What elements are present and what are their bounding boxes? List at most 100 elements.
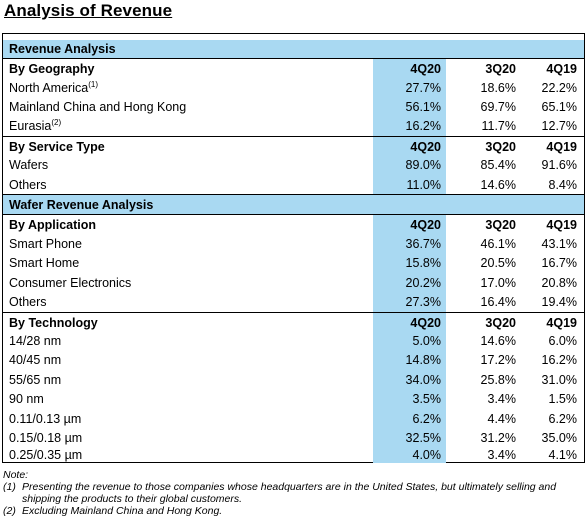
cell-3q20: 16.4% (480, 295, 516, 309)
row-label: Eurasia(2) (9, 117, 62, 133)
current-quarter-highlight (373, 58, 446, 463)
table-row: Wafers 89.0% 85.4% 91.6% (3, 155, 584, 175)
cell-3q20: 20.5% (480, 256, 516, 270)
cell-4q20: 34.0% (405, 372, 441, 387)
table-row: Smart Phone 36.7% 46.1% 43.1% (3, 234, 584, 253)
cell-4q20: 11.0% (406, 177, 441, 192)
group-header-application: By Application 4Q20 3Q20 4Q19 (3, 214, 584, 235)
cell-4q19: 65.1% (541, 99, 577, 114)
cell-4q20: 32.5% (405, 430, 441, 445)
cell-4q20: 4.0% (412, 448, 442, 462)
column-header-3q20: 3Q20 (485, 218, 516, 232)
table-row: 14/28 nm 5.0% 14.6% 6.0% (3, 331, 584, 350)
table-row: 0.11/0.13 µm 6.2% 4.4% 6.2% (3, 409, 584, 428)
footnote-key: (2) (3, 505, 16, 517)
table-row: Consumer Electronics 20.2% 17.0% 20.8% (3, 273, 584, 292)
cell-3q20: 4.4% (487, 411, 517, 426)
group-title: By Service Type (9, 139, 105, 154)
cell-4q19: 6.0% (548, 333, 578, 348)
row-label: Others (9, 177, 47, 192)
row-label: North America(1) (9, 79, 98, 95)
cell-4q20: 27.7% (405, 80, 441, 95)
row-label: 14/28 nm (9, 333, 62, 348)
cell-3q20: 31.2% (480, 430, 516, 445)
cell-4q19: 91.6% (541, 158, 577, 172)
table-row: 40/45 nm 14.8% 17.2% 16.2% (3, 350, 584, 370)
cell-3q20: 14.6% (480, 177, 516, 192)
table-row: 0.25/0.35 µm 4.0% 3.4% 4.1% (3, 447, 584, 463)
section-header-revenue-analysis: Revenue Analysis (3, 40, 584, 58)
column-header-3q20: 3Q20 (485, 139, 516, 154)
table-row: North America(1) 27.7% 18.6% 22.2% (3, 78, 584, 97)
column-header-3q20: 3Q20 (485, 315, 516, 330)
footnotes: Note: (1) Presenting the revenue to thos… (3, 469, 582, 517)
cell-3q20: 25.8% (480, 372, 516, 387)
cell-4q20: 14.8% (405, 353, 441, 367)
cell-3q20: 14.6% (480, 333, 516, 348)
column-header-4q19: 4Q19 (546, 139, 577, 154)
row-label: Wafers (9, 158, 49, 172)
footnote-key: (1) (3, 481, 16, 493)
cell-4q20: 6.2% (412, 411, 442, 426)
cell-3q20: 11.7% (481, 119, 516, 133)
cell-4q20: 15.8% (405, 256, 441, 270)
column-header-4q20: 4Q20 (410, 62, 441, 76)
cell-3q20: 69.7% (480, 99, 516, 114)
footnote-text: Excluding Mainland China and Hong Kong. (22, 505, 223, 517)
column-header-4q19: 4Q19 (546, 218, 577, 232)
column-header-4q20: 4Q20 (410, 218, 441, 232)
cell-4q20: 56.1% (405, 99, 441, 114)
column-header-4q20: 4Q20 (410, 315, 441, 330)
row-label: Smart Phone (9, 236, 82, 251)
group-header-geography: By Geography 4Q20 3Q20 4Q19 (3, 58, 584, 79)
cell-4q19: 35.0% (541, 430, 577, 445)
cell-4q19: 43.1% (541, 236, 577, 251)
cell-4q19: 4.1% (548, 448, 578, 462)
column-header-4q19: 4Q19 (546, 62, 577, 76)
section-title: Revenue Analysis (9, 42, 116, 56)
row-label: Smart Home (9, 256, 80, 270)
cell-3q20: 18.6% (480, 80, 516, 95)
column-header-4q20: 4Q20 (410, 139, 441, 154)
table-row: Eurasia(2) 16.2% 11.7% 12.7% (3, 116, 584, 136)
cell-3q20: 46.1% (480, 236, 516, 251)
group-title: By Application (9, 218, 97, 232)
cell-3q20: 17.2% (480, 353, 516, 367)
row-label: Mainland China and Hong Kong (9, 99, 187, 114)
group-title: By Geography (9, 62, 95, 76)
cell-4q20: 5.0% (412, 333, 442, 348)
cell-3q20: 17.0% (480, 275, 516, 290)
group-header-technology: By Technology 4Q20 3Q20 4Q19 (3, 312, 584, 332)
cell-3q20: 3.4% (487, 392, 517, 406)
table-row: Mainland China and Hong Kong 56.1% 69.7%… (3, 97, 584, 116)
row-label: Others (9, 295, 47, 309)
table-row: 0.15/0.18 µm 32.5% 31.2% 35.0% (3, 428, 584, 447)
row-label: Consumer Electronics (9, 275, 132, 290)
cell-4q20: 36.7% (405, 236, 441, 251)
row-label: 0.15/0.18 µm (9, 430, 83, 445)
footnote-2: (2) Excluding Mainland China and Hong Ko… (3, 505, 582, 517)
row-label: 0.11/0.13 µm (9, 411, 82, 426)
revenue-table: Revenue Analysis By Geography 4Q20 3Q20 … (2, 33, 585, 463)
cell-4q20: 3.5% (412, 392, 442, 406)
cell-4q19: 16.2% (541, 353, 577, 367)
row-label: 90 nm (9, 392, 44, 406)
row-label: 0.25/0.35 µm (9, 448, 83, 462)
cell-4q19: 20.8% (541, 275, 577, 290)
cell-4q20: 89.0% (405, 158, 441, 172)
table-row: Others 11.0% 14.6% 8.4% (3, 175, 584, 194)
notes-heading: Note: (3, 469, 29, 481)
cell-3q20: 85.4% (480, 158, 516, 172)
row-label: 55/65 nm (9, 372, 62, 387)
table-row: 90 nm 3.5% 3.4% 1.5% (3, 389, 584, 409)
cell-4q20: 20.2% (405, 275, 441, 290)
cell-4q19: 19.4% (541, 295, 577, 309)
cell-4q19: 6.2% (548, 411, 578, 426)
cell-3q20: 3.4% (487, 448, 517, 462)
section-title: Wafer Revenue Analysis (9, 198, 154, 212)
row-label: 40/45 nm (9, 353, 62, 367)
cell-4q19: 1.5% (548, 392, 578, 406)
cell-4q20: 27.3% (405, 295, 441, 309)
footnote-1: (1) Presenting the revenue to those comp… (3, 481, 582, 505)
group-title: By Technology (9, 315, 98, 330)
